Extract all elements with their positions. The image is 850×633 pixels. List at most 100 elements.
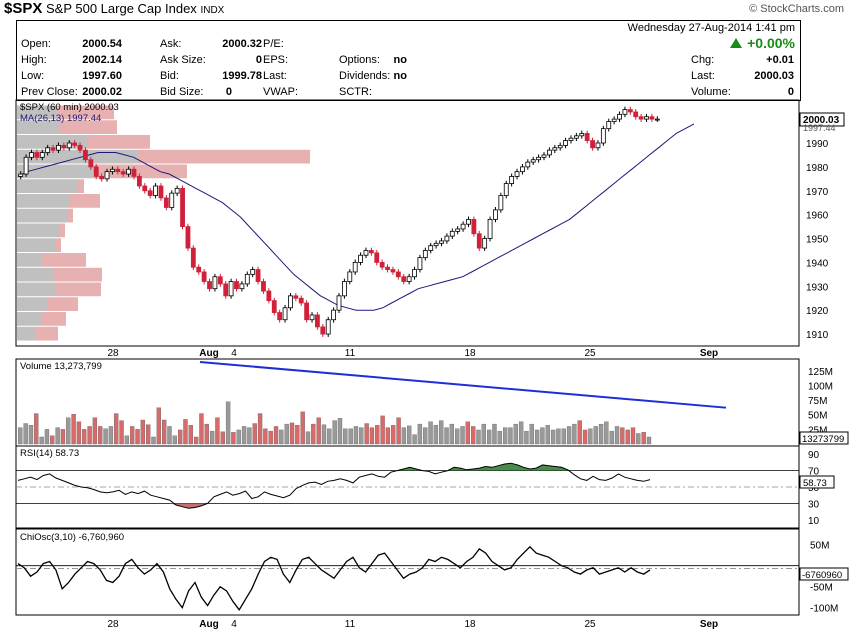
- volume-bar: [502, 427, 508, 445]
- vbp-short-bar: [87, 135, 150, 149]
- volume-bar: [492, 423, 497, 445]
- volume-bar: [412, 434, 417, 445]
- vbp-long-bar: [17, 120, 60, 134]
- candle-body: [288, 295, 293, 309]
- candle-body: [385, 266, 390, 270]
- vbp-short-bar: [53, 267, 102, 282]
- volume-bar: [620, 427, 625, 445]
- volume-bar: [140, 419, 146, 445]
- candle-body: [412, 269, 417, 278]
- volume-bar: [353, 426, 359, 445]
- vbp-long-bar: [17, 326, 36, 341]
- volume-bar: [18, 427, 23, 445]
- volume-tick-label: 100M: [808, 381, 833, 392]
- candle-body: [401, 276, 407, 282]
- candle-body: [93, 166, 99, 177]
- volume-bar: [582, 429, 588, 445]
- volume-bar: [348, 428, 353, 445]
- volume-bar: [279, 429, 284, 445]
- candle-body: [293, 295, 299, 299]
- vbp-short-bar: [48, 297, 78, 311]
- volume-bar: [534, 429, 540, 445]
- price-tick-label: 1940: [806, 258, 829, 269]
- volume-bar: [305, 431, 311, 445]
- options-value: no: [393, 54, 407, 66]
- exchange: INDX: [200, 5, 225, 16]
- chg-value: +0.01: [766, 54, 794, 66]
- candle-body: [180, 187, 185, 227]
- candle-body: [83, 149, 88, 161]
- volume-bar: [183, 419, 188, 445]
- rsi-last-label: 58.73: [803, 478, 827, 489]
- price-tick-label: 1960: [806, 211, 829, 222]
- chiosc-tick-label: -50M: [810, 583, 833, 594]
- vbp-short-bar: [78, 179, 84, 193]
- volume-legend: Volume 13,273,799: [20, 361, 102, 372]
- asksize-value: 0: [255, 54, 262, 66]
- price-tick-label: 1910: [806, 330, 829, 341]
- vbp-short-bar: [58, 105, 114, 120]
- prevclose-label: Prev Close:: [21, 86, 78, 98]
- volume-bar: [236, 429, 241, 445]
- volume-bar: [385, 427, 391, 445]
- candle-body: [18, 173, 24, 177]
- rsi-tick-label: 30: [808, 499, 820, 510]
- candle-body: [395, 271, 401, 278]
- volume-bar: [44, 429, 50, 445]
- volume-bar: [423, 427, 428, 445]
- x-tick-label: 25: [584, 619, 596, 630]
- last2-value: 2000.03: [754, 70, 794, 82]
- volume-bar: [193, 436, 199, 445]
- watermark[interactable]: © StockCharts.com: [749, 3, 844, 15]
- chiosc-last-label: -6760960: [802, 570, 842, 581]
- volume-bar: [428, 421, 433, 445]
- vbp-long-bar: [17, 253, 42, 267]
- volume-bar: [545, 425, 550, 445]
- high-value: 2002.14: [82, 54, 122, 66]
- candle-body: [590, 140, 595, 149]
- vbp-short-bar: [70, 194, 100, 208]
- candle-body: [493, 209, 498, 220]
- candle-body: [320, 326, 326, 335]
- volume-bar: [572, 423, 577, 445]
- volume-bar: [60, 429, 66, 445]
- candle-body: [207, 281, 212, 290]
- candle-body: [261, 281, 266, 292]
- last2-label: Last:: [691, 70, 715, 82]
- volume-bar: [364, 423, 369, 445]
- volume-bar: [636, 433, 641, 445]
- volume-bar: [177, 429, 183, 445]
- volume-bar: [119, 420, 124, 445]
- candle-body: [536, 156, 542, 161]
- candle-body: [600, 128, 606, 144]
- candle-body: [239, 283, 245, 290]
- candle-body: [541, 154, 547, 158]
- volume-bar: [289, 422, 295, 445]
- candle-body: [406, 276, 412, 282]
- candle-body: [153, 185, 158, 196]
- candle-body: [563, 140, 568, 146]
- volume-bar: [455, 428, 460, 445]
- symbol: $SPX: [4, 0, 43, 17]
- candle-body: [390, 269, 396, 273]
- vbp-short-bar: [60, 223, 65, 238]
- rsi-oversold-fill: [18, 503, 650, 509]
- price-candles: [18, 106, 660, 337]
- x-tick-label: Aug: [199, 619, 218, 630]
- rsi-line: [17, 462, 651, 509]
- volume-tick-label: 50M: [808, 411, 827, 422]
- candle-body: [315, 314, 320, 328]
- volume-bar: [401, 427, 407, 445]
- candle-body: [234, 281, 239, 290]
- vbp-long-bar: [17, 238, 56, 252]
- candle-body: [606, 121, 612, 130]
- vbp-long-bar: [17, 105, 58, 120]
- volume-bar: [108, 426, 114, 445]
- candle-body: [557, 144, 563, 149]
- volume-bar: [316, 417, 321, 445]
- chg-label: Chg:: [691, 54, 715, 66]
- chiosc-line: [17, 545, 651, 611]
- price-panel-frame: [15, 99, 800, 347]
- volume-bar: [481, 423, 486, 445]
- candle-body: [88, 159, 94, 168]
